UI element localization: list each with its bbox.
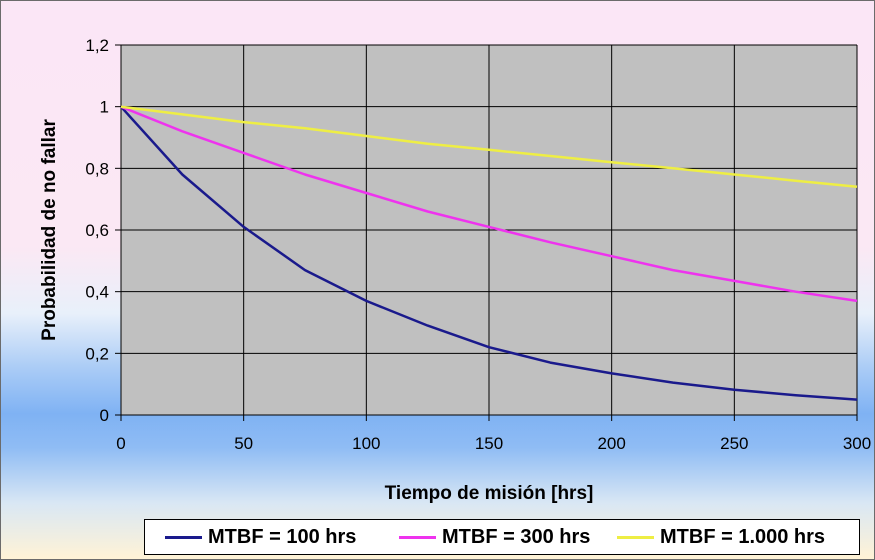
x-axis-title: Tiempo de misión [hrs] <box>385 483 594 504</box>
legend-label-mtbf-100: MTBF = 100 hrs <box>208 525 357 548</box>
legend-swatch-mtbf-1000 <box>617 535 654 539</box>
y-tick-label: 0,2 <box>85 344 109 363</box>
y-axis-title: Probabilidad de no fallar <box>39 119 60 341</box>
legend: MTBF = 100 hrs MTBF = 300 hrs MTBF = 1.0… <box>144 519 860 555</box>
legend-item-mtbf-1000: MTBF = 1.000 hrs <box>617 520 825 554</box>
x-tick-label: 150 <box>475 434 503 453</box>
x-tick-label: 300 <box>843 434 871 453</box>
x-tick-label: 200 <box>597 434 625 453</box>
x-tick-label: 50 <box>234 434 253 453</box>
x-tick-label: 250 <box>720 434 748 453</box>
y-tick-label: 0,4 <box>85 283 109 302</box>
series-line-mtbf-300 <box>120 105 858 303</box>
legend-item-mtbf-300: MTBF = 300 hrs <box>399 520 590 554</box>
y-tick-label: 0,6 <box>85 221 109 240</box>
series-line-mtbf-1000 <box>120 105 858 189</box>
series-lines <box>120 105 858 401</box>
grid-lines <box>121 44 858 415</box>
y-tick-label: 1,2 <box>85 36 109 55</box>
legend-label-mtbf-1000: MTBF = 1.000 hrs <box>660 525 826 548</box>
legend-swatch-mtbf-100 <box>165 535 202 539</box>
legend-label-mtbf-300: MTBF = 300 hrs <box>442 525 591 548</box>
x-tick-label: 0 <box>116 434 125 453</box>
series-line-mtbf-100 <box>120 105 858 401</box>
axes <box>115 44 858 421</box>
tick-labels: 0 50 100 150 200 250 300 0 0,2 0,4 0,6 0,8 1 1,2 <box>85 36 871 453</box>
legend-swatch-mtbf-300 <box>399 535 436 539</box>
y-tick-label: 1 <box>100 98 109 117</box>
legend-item-mtbf-100: MTBF = 100 hrs <box>165 520 356 554</box>
x-tick-label: 100 <box>352 434 380 453</box>
y-tick-label: 0,8 <box>85 159 109 178</box>
y-tick-label: 0 <box>100 406 109 425</box>
